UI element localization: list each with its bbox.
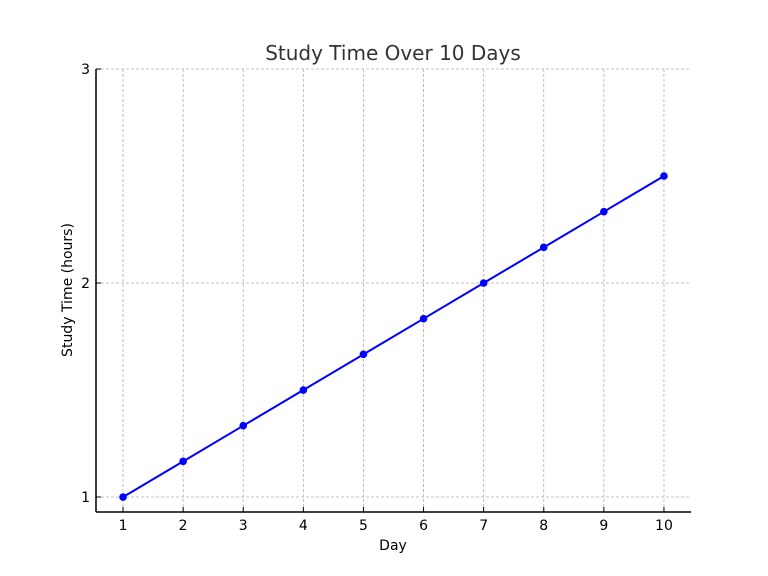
data-point (179, 457, 187, 466)
x-tick-label: 1 (119, 518, 128, 534)
data-point (479, 279, 488, 287)
x-tick-label: 8 (539, 518, 548, 534)
x-tick-label: 9 (599, 518, 608, 534)
data-point (660, 172, 668, 180)
x-tick-label: 10 (655, 518, 673, 534)
data-point (539, 243, 548, 252)
y-tick-label: 3 (81, 62, 90, 78)
x-tick-label: 5 (359, 518, 368, 534)
x-tick-label: 6 (419, 518, 428, 534)
series (119, 172, 668, 501)
axes (95, 69, 691, 513)
chart-title: Study Time Over 10 Days (265, 41, 521, 65)
y-tick-label: 2 (81, 276, 90, 292)
grid (96, 68, 691, 512)
y-axis-label: Study Time (hours) (60, 223, 76, 357)
x-tick-label: 4 (299, 518, 308, 534)
ticks: 1 2 3 4 5 6 7 8 9 10 1 2 3 (81, 62, 673, 534)
data-point (119, 493, 127, 501)
x-tick-label: 3 (239, 518, 248, 534)
data-point (299, 386, 308, 394)
x-axis-label: Day (379, 538, 407, 554)
data-point (600, 207, 608, 216)
data-point (359, 350, 368, 359)
x-tick-label: 7 (479, 518, 488, 534)
y-tick-label: 1 (81, 490, 90, 506)
data-point (239, 421, 248, 430)
data-point (419, 314, 428, 323)
series-line (122, 175, 665, 498)
x-tick-label: 2 (179, 518, 188, 534)
